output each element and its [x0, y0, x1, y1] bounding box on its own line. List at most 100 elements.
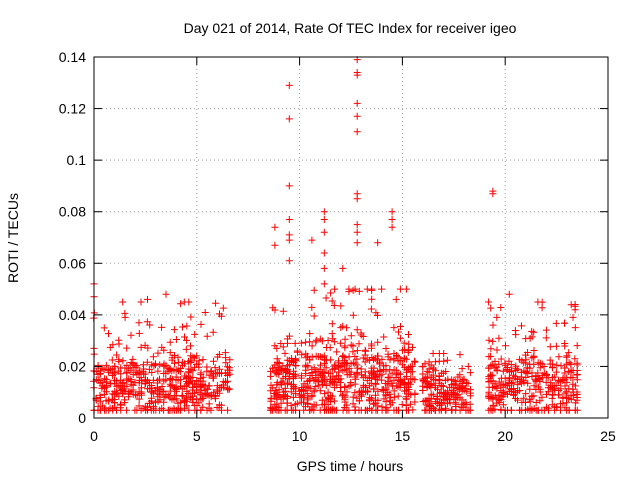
data-point: [507, 361, 515, 368]
data-point: [285, 257, 293, 265]
data-point: [404, 390, 412, 398]
data-point: [160, 360, 168, 368]
data-point: [144, 295, 151, 303]
data-point: [343, 366, 351, 374]
data-point: [384, 373, 392, 381]
data-point: [327, 289, 335, 297]
data-point: [559, 377, 567, 384]
data-point: [530, 352, 538, 360]
data-point: [283, 335, 291, 343]
data-point: [330, 397, 338, 405]
data-point: [173, 387, 180, 395]
data-point: [168, 375, 176, 383]
data-point: [397, 323, 404, 330]
data-point: [94, 402, 102, 410]
data-point: [179, 392, 187, 400]
data-point: [489, 190, 497, 198]
data-point: [209, 328, 217, 336]
data-point: [216, 384, 224, 392]
data-point: [318, 396, 326, 404]
data-point: [211, 395, 219, 403]
data-point: [349, 348, 357, 356]
x-tick-label: 25: [600, 428, 616, 444]
data-point: [304, 396, 311, 404]
data-point: [289, 406, 297, 414]
data-point: [105, 330, 112, 338]
data-point: [308, 403, 316, 411]
y-tick-labels: 0 0.02 0.04 0.06 0.08 0.1 0.12 0.14: [59, 49, 86, 426]
data-point: [557, 362, 565, 370]
data-point: [117, 404, 125, 412]
data-point: [411, 398, 419, 406]
data-point: [324, 337, 332, 344]
data-point: [135, 319, 143, 327]
data-point: [509, 379, 517, 387]
data-point: [567, 368, 575, 376]
data-point: [462, 385, 470, 392]
data-point: [96, 370, 104, 378]
data-point: [152, 399, 159, 407]
data-point: [442, 390, 450, 398]
data-point: [552, 342, 560, 350]
data-point: [561, 389, 569, 397]
data-point: [277, 378, 285, 386]
data-point: [359, 383, 367, 391]
data-point: [557, 385, 565, 393]
data-point: [493, 313, 501, 321]
data-point: [499, 389, 507, 396]
data-point: [559, 399, 567, 407]
data-point: [154, 385, 161, 393]
data-point: [567, 395, 575, 403]
data-point: [353, 228, 361, 236]
data-point: [308, 236, 316, 244]
data-point: [505, 387, 513, 395]
data-point: [193, 395, 201, 403]
data-point: [183, 322, 191, 330]
data-point: [419, 398, 427, 405]
data-point: [212, 299, 220, 307]
data-point: [115, 336, 123, 344]
data-point: [512, 331, 520, 339]
data-point: [347, 341, 355, 349]
data-point: [388, 208, 396, 216]
data-point: [218, 369, 225, 377]
data-point: [552, 319, 560, 327]
data-point: [316, 335, 324, 343]
data-point: [536, 397, 544, 405]
data-point: [147, 397, 155, 405]
data-point: [225, 385, 233, 393]
data-point: [275, 359, 283, 367]
data-point: [370, 385, 378, 393]
data-point: [528, 406, 536, 414]
data-points: [90, 56, 581, 414]
data-point: [429, 350, 437, 357]
data-point: [117, 386, 125, 394]
data-point: [402, 383, 410, 391]
data-point: [549, 363, 556, 371]
data-point: [168, 381, 176, 389]
data-point: [308, 393, 316, 401]
data-point: [555, 353, 563, 361]
data-point: [384, 379, 392, 387]
y-tick-label: 0.1: [67, 152, 87, 168]
data-point: [538, 393, 546, 401]
data-point: [137, 298, 145, 306]
data-point: [380, 366, 388, 373]
data-point: [573, 361, 581, 369]
data-point: [542, 403, 550, 411]
data-point: [271, 400, 279, 408]
data-point: [154, 367, 162, 375]
data-point: [127, 366, 135, 374]
data-point: [427, 380, 435, 388]
x-tick-labels: 0 5 10 15 20 25: [90, 428, 616, 444]
data-point: [499, 367, 507, 375]
data-point: [137, 343, 145, 351]
data-point: [193, 402, 201, 409]
data-point: [552, 368, 560, 376]
data-point: [571, 355, 579, 363]
data-point: [526, 385, 534, 393]
data-point: [347, 379, 355, 386]
data-point: [222, 354, 230, 362]
data-point: [508, 367, 515, 375]
data-point: [546, 343, 554, 351]
